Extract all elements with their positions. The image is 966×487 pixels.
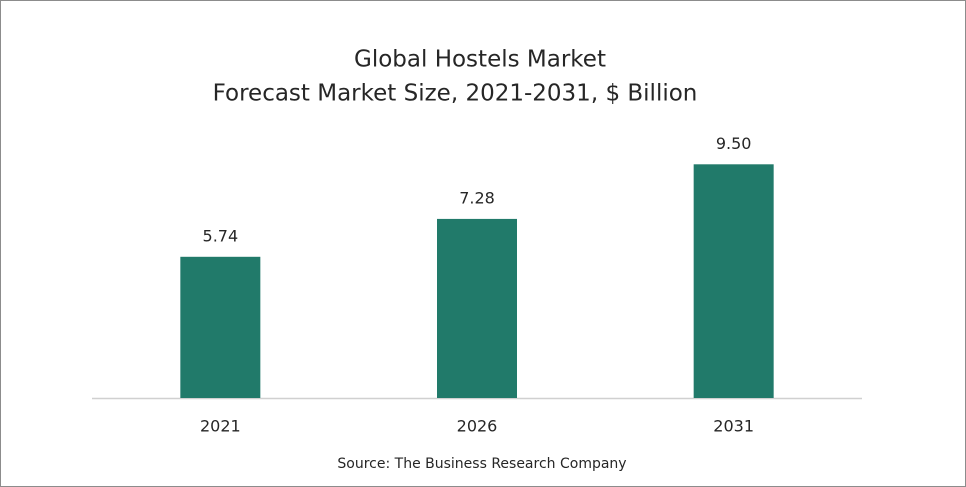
chart-subtitle: Forecast Market Size, 2021-2031, $ Billi…	[213, 81, 698, 107]
bar	[693, 164, 774, 398]
x-tick-label: 2021	[200, 417, 241, 436]
source-note: Source: The Business Research Company	[337, 456, 626, 472]
value-label: 5.74	[203, 226, 239, 245]
chart-title: Global Hostels Market	[354, 47, 606, 73]
x-tick-label: 2031	[713, 417, 754, 436]
bar	[180, 256, 261, 398]
x-tick-label: 2026	[457, 417, 498, 436]
value-label: 7.28	[459, 188, 495, 207]
bar	[437, 218, 517, 398]
value-label: 9.50	[716, 134, 752, 153]
